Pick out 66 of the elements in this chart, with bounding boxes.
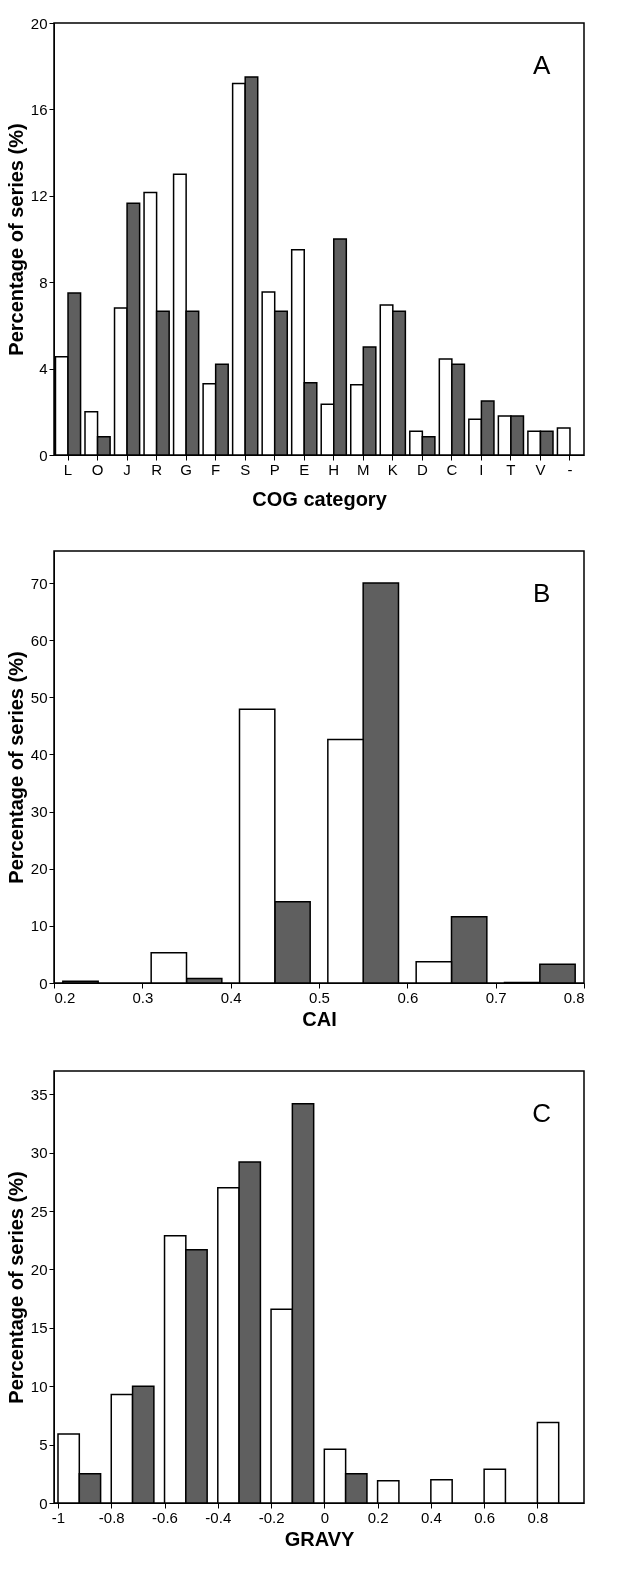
y-tick-label: 16 <box>30 100 48 118</box>
x-tick-label: 0.6 <box>397 988 419 1006</box>
x-tick-label: P <box>269 460 280 478</box>
annotation: C <box>532 1098 551 1129</box>
y-tick-label: 4 <box>39 360 48 378</box>
x-tick-label: 0 <box>320 1508 329 1526</box>
y-tick-label: 30 <box>30 1144 48 1162</box>
y-tick-label: 5 <box>39 1436 48 1454</box>
y-tick-label: 10 <box>30 1377 48 1395</box>
x-tick-label: H <box>328 460 340 478</box>
y-axis-title: Percentage of series (%) <box>4 651 27 884</box>
x-tick-label: -0.2 <box>258 1508 285 1526</box>
x-tick-label: V <box>535 460 546 478</box>
x-tick-label: 0.2 <box>367 1508 389 1526</box>
x-tick-label: 0.7 <box>485 988 507 1006</box>
x-tick-label: M <box>357 460 370 478</box>
x-tick-label: T <box>506 460 516 478</box>
y-tick-label: 20 <box>30 860 48 878</box>
x-tick-label: I <box>479 460 484 478</box>
y-tick-label: 25 <box>30 1202 48 1220</box>
x-tick-label: G <box>180 460 192 478</box>
annotation: A <box>532 50 551 81</box>
x-tick-label: 0.6 <box>474 1508 496 1526</box>
x-tick-label: K <box>387 460 398 478</box>
x-tick-label: L <box>63 460 73 478</box>
x-tick-label: -0.6 <box>152 1508 178 1526</box>
x-tick-label: 0.8 <box>527 1508 549 1526</box>
x-tick-label: - <box>567 460 573 478</box>
x-tick-label: O <box>91 460 104 478</box>
y-axis-title: Percentage of series (%) <box>4 123 27 356</box>
y-tick-label: 10 <box>30 917 48 935</box>
y-tick-label: 35 <box>30 1085 48 1103</box>
x-tick-label: 0.8 <box>563 988 585 1006</box>
y-tick-label: 8 <box>39 273 48 291</box>
annotation: B <box>532 578 551 609</box>
x-tick-label: F <box>211 460 221 478</box>
y-tick-label: 60 <box>30 631 48 649</box>
x-tick-label: -0.8 <box>98 1508 125 1526</box>
y-tick-label: 40 <box>30 745 48 763</box>
y-tick-label: 0 <box>39 1494 48 1512</box>
x-tick-label: 0.5 <box>309 988 330 1006</box>
y-tick-label: 0 <box>39 974 48 992</box>
x-axis-title: COG category <box>252 487 388 510</box>
x-tick-label: S <box>240 460 251 478</box>
x-tick-label: 0.4 <box>220 988 242 1006</box>
x-tick-label: 0.4 <box>420 1508 442 1526</box>
x-tick-label: -1 <box>51 1508 66 1526</box>
y-tick-label: 70 <box>30 574 48 592</box>
y-tick-label: 15 <box>30 1319 48 1337</box>
y-tick-label: 20 <box>30 1260 48 1278</box>
y-tick-label: 20 <box>30 14 48 32</box>
x-tick-label: 0.3 <box>132 988 154 1006</box>
x-tick-label: E <box>299 460 310 478</box>
y-tick-label: 50 <box>30 688 48 706</box>
y-tick-label: 12 <box>30 187 48 205</box>
y-tick-label: 30 <box>30 803 48 821</box>
x-tick-label: 0.2 <box>54 988 76 1006</box>
x-axis-title: CAI <box>302 1007 337 1030</box>
x-tick-label: D <box>416 460 428 478</box>
x-tick-label: R <box>151 460 163 478</box>
x-tick-label: -0.4 <box>205 1508 232 1526</box>
x-axis-title: GRAVY <box>284 1527 355 1550</box>
x-tick-label: J <box>123 460 131 478</box>
y-axis-title: Percentage of series (%) <box>4 1171 27 1404</box>
y-tick-label: 0 <box>39 446 48 464</box>
x-tick-label: C <box>446 460 458 478</box>
